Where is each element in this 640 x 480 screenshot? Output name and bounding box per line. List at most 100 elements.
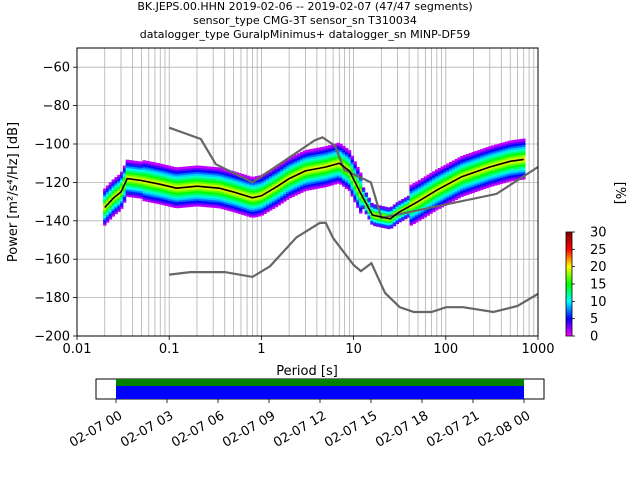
heatmap-cell [457, 165, 461, 168]
heatmap-cell [479, 172, 484, 175]
heatmap-cell [210, 170, 214, 174]
heatmap-cell [122, 188, 127, 192]
heatmap-cell [491, 168, 495, 172]
heatmap-cell [156, 184, 160, 187]
heatmap-cell [181, 189, 186, 193]
heatmap-cell [260, 201, 265, 205]
heatmap-cell [488, 178, 492, 182]
colorbar-tick-label: 10 [590, 295, 607, 310]
heatmap-cell [477, 163, 481, 167]
heatmap-cell [159, 190, 163, 194]
heatmap-cell [156, 195, 160, 199]
heatmap-cell [111, 202, 115, 206]
heatmap-cell [356, 189, 360, 193]
heatmap-cell [162, 196, 166, 200]
heatmap-cell [190, 183, 194, 186]
heatmap-cell [120, 187, 124, 190]
heatmap-cell [418, 214, 422, 217]
heatmap-cell [361, 195, 366, 198]
heatmap-cell [457, 182, 461, 185]
heatmap-cell [145, 174, 149, 177]
heatmap-cell [479, 151, 484, 154]
heatmap-cell [440, 197, 444, 200]
heatmap-cell [522, 165, 526, 169]
heatmap-cell [198, 200, 203, 203]
heatmap-cell [128, 171, 132, 175]
heatmap-cell [184, 187, 189, 191]
heatmap-cell [190, 177, 194, 181]
heatmap-cell [519, 138, 523, 142]
heatmap-cell [308, 149, 312, 152]
heatmap-cell [162, 198, 166, 202]
heatmap-cell [429, 176, 433, 180]
heatmap-cell [519, 150, 523, 154]
heatmap-cell [508, 173, 512, 176]
heatmap-cell [333, 181, 338, 185]
heatmap-cell [159, 169, 163, 173]
heatmap-cell [243, 195, 248, 199]
heatmap-cell [136, 165, 141, 168]
heatmap-cell [471, 169, 475, 172]
heatmap-cell [198, 190, 203, 194]
heatmap-cell [415, 192, 419, 196]
heatmap-cell [226, 196, 231, 200]
heatmap-cell [198, 186, 203, 190]
heatmap-cell [502, 178, 506, 182]
heatmap-cell [125, 192, 130, 195]
heatmap-cell [187, 177, 191, 181]
heatmap-cell [409, 192, 414, 195]
heatmap-cell [505, 174, 509, 177]
heatmap-cell [226, 208, 231, 211]
heatmap-cell [347, 159, 352, 163]
heatmap-cell [508, 157, 512, 161]
heatmap-cell [423, 184, 428, 187]
heatmap-cell [308, 160, 312, 164]
heatmap-cell [465, 165, 470, 169]
heatmap-cell [167, 165, 172, 169]
heatmap-cell [305, 182, 310, 185]
heatmap-cell [139, 169, 144, 172]
heatmap-cell [190, 169, 194, 173]
heatmap-cell [148, 169, 152, 172]
heatmap-cell [356, 168, 360, 172]
heatmap-cell [159, 196, 163, 199]
heatmap-cell [420, 216, 425, 220]
heatmap-cell [291, 159, 295, 163]
heatmap-cell [302, 152, 307, 156]
heatmap-cell [330, 169, 335, 172]
heatmap-cell [176, 190, 180, 193]
heatmap-cell [249, 191, 253, 195]
heatmap-cell [280, 176, 284, 179]
y-axis-ticks: −200−180−160−140−120−100−80−60 [34, 61, 77, 345]
heatmap-cell [420, 189, 425, 193]
heatmap-cell [325, 145, 329, 149]
heatmap-cell [207, 177, 211, 181]
heatmap-cell [463, 156, 467, 160]
heatmap-cell [322, 156, 326, 159]
heatmap-cell [322, 158, 326, 161]
heatmap-cell [139, 171, 144, 174]
heatmap-cell [108, 205, 113, 209]
heatmap-cell [240, 210, 245, 214]
heatmap-cell [426, 174, 430, 178]
heatmap-cell [142, 181, 146, 184]
heatmap-cell [153, 185, 158, 189]
heatmap-cell [159, 179, 163, 182]
heatmap-cell [257, 198, 262, 202]
heatmap-cell [336, 156, 340, 159]
heatmap-cell [134, 164, 138, 168]
heatmap-cell [314, 157, 318, 161]
heatmap-cell [384, 224, 388, 227]
heatmap-cell [156, 163, 160, 166]
heatmap-cell [519, 160, 523, 163]
heatmap-cell [294, 192, 298, 196]
heatmap-cell [330, 165, 335, 169]
heatmap-cell [519, 146, 523, 150]
heatmap-cell [249, 203, 253, 206]
heatmap-cell [347, 173, 352, 176]
heatmap-cell [454, 174, 459, 177]
heatmap-cell [246, 191, 250, 194]
heatmap-cell [232, 175, 236, 178]
heatmap-cell [283, 187, 287, 191]
heatmap-cell [519, 162, 523, 165]
